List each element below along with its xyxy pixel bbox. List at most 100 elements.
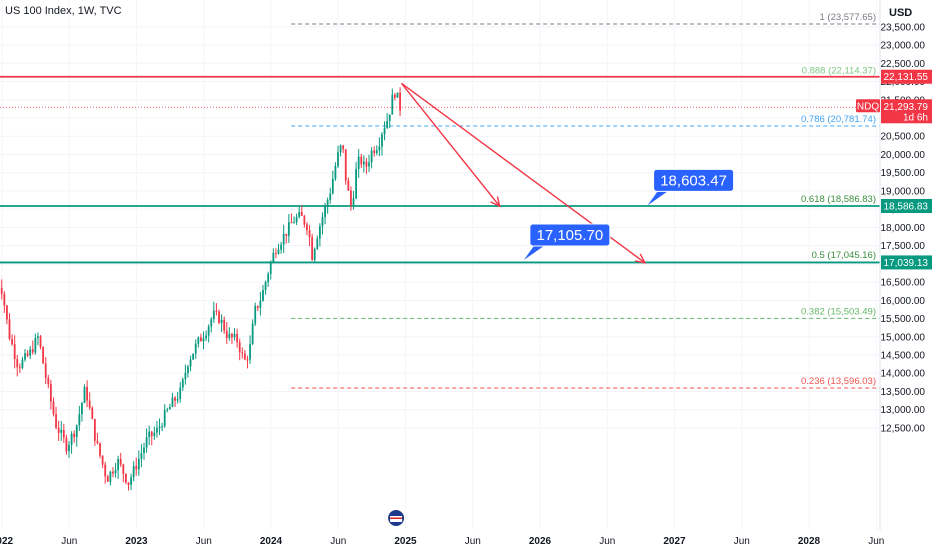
grid bbox=[0, 26, 880, 429]
candle-body bbox=[262, 290, 264, 302]
price-tick-label: 13,000.00 bbox=[881, 405, 926, 416]
event-markers[interactable] bbox=[388, 510, 405, 526]
last-price-label: 21,293.79 bbox=[884, 102, 929, 113]
price-axis-panel[interactable] bbox=[880, 0, 932, 550]
callout-box[interactable] bbox=[653, 168, 735, 192]
candle-body bbox=[47, 377, 50, 385]
candle-body bbox=[140, 453, 143, 459]
candlestick-series bbox=[0, 87, 401, 491]
price-tick-label: 15,000.00 bbox=[881, 332, 926, 343]
candle-body bbox=[383, 128, 386, 135]
price-callouts[interactable]: 18,603.47 17,105.70 bbox=[523, 168, 735, 260]
candle-body bbox=[254, 305, 257, 324]
price-tick-label: 13,500.00 bbox=[881, 387, 926, 398]
candle-body bbox=[298, 211, 301, 218]
candle-body bbox=[326, 199, 329, 207]
fib-level-label: 0.618 (18,586.83) bbox=[801, 194, 876, 205]
candle-body bbox=[179, 387, 182, 400]
trend-arrow-line[interactable] bbox=[400, 82, 501, 207]
candle-body bbox=[344, 149, 347, 181]
price-tick-label: 17,500.00 bbox=[881, 241, 926, 252]
candle-body bbox=[295, 217, 298, 223]
candle-body bbox=[52, 401, 55, 415]
candle-body bbox=[236, 333, 239, 343]
price-tick-label: 22,500.00 bbox=[881, 59, 926, 70]
candle-body bbox=[269, 262, 272, 274]
candle-body bbox=[8, 319, 11, 339]
fib-level-label: 0.888 (22,114.37) bbox=[802, 65, 876, 76]
candle-body bbox=[132, 466, 135, 478]
price-tag-bg bbox=[881, 255, 932, 270]
currency-label[interactable]: USD bbox=[889, 7, 912, 19]
candle-body bbox=[34, 338, 37, 353]
candle-body bbox=[70, 433, 73, 445]
candle-body bbox=[362, 161, 365, 165]
candle-body bbox=[264, 281, 267, 291]
time-tick-label: 2023 bbox=[125, 536, 148, 547]
candle-body bbox=[308, 230, 311, 238]
time-tick-label: 2026 bbox=[529, 536, 552, 547]
currency-button-bg[interactable] bbox=[884, 3, 928, 21]
candle-body bbox=[127, 482, 130, 485]
candle-body bbox=[99, 443, 101, 456]
candle-body bbox=[112, 471, 114, 474]
callout-pointer bbox=[523, 245, 544, 260]
price-tag-bg bbox=[881, 69, 932, 84]
time-axis-panel[interactable] bbox=[0, 530, 880, 550]
candle-body bbox=[316, 238, 319, 249]
candle-body bbox=[381, 134, 383, 147]
candle-body bbox=[78, 414, 81, 426]
fib-level-label: 0.786 (20,781.74) bbox=[801, 114, 876, 125]
candle-body bbox=[280, 244, 282, 250]
candle-body bbox=[313, 248, 316, 261]
candle-body bbox=[347, 180, 350, 191]
candle-body bbox=[83, 386, 86, 403]
price-tick-label: 18,000.00 bbox=[881, 223, 926, 234]
candle-body bbox=[60, 429, 63, 433]
candle-body bbox=[396, 92, 399, 98]
candle-body bbox=[37, 336, 39, 339]
candle-body bbox=[130, 477, 132, 485]
candle-body bbox=[357, 156, 360, 170]
candle-body bbox=[145, 437, 148, 448]
callout-box[interactable] bbox=[529, 223, 611, 247]
candle-body bbox=[200, 337, 202, 342]
candle-body bbox=[282, 233, 285, 245]
callout-pointer bbox=[647, 191, 668, 206]
candle-body bbox=[68, 444, 70, 452]
symbol-title: US 100 Index, 1W, TVC bbox=[5, 5, 122, 17]
horizontal-lines[interactable] bbox=[0, 75, 880, 264]
price-tick-label: 20,000.00 bbox=[881, 150, 926, 161]
candle-body bbox=[311, 237, 314, 261]
candle-body bbox=[218, 311, 220, 323]
candle-body bbox=[212, 310, 215, 320]
candle-body bbox=[241, 352, 244, 354]
candle-body bbox=[171, 397, 174, 407]
price-tick-label: 14,500.00 bbox=[881, 351, 926, 362]
price-axis[interactable]: 12,500.00 13,000.00 13,500.00 14,000.00 14,5… bbox=[881, 22, 926, 434]
symbol-tag-bg bbox=[856, 99, 880, 113]
candle-body bbox=[207, 326, 210, 336]
candle-body bbox=[21, 359, 24, 368]
candle-body bbox=[57, 427, 60, 433]
candle-body bbox=[166, 409, 169, 411]
candle-body bbox=[293, 222, 295, 224]
candle-body bbox=[181, 379, 184, 388]
time-axis[interactable]: 2022 Jun 2023 Jun 2024 Jun 2025 Jun 2026 Jun 2027 J… bbox=[0, 536, 884, 547]
candle-body bbox=[318, 226, 321, 239]
candle-body bbox=[378, 146, 381, 151]
price-tick-label: 16,500.00 bbox=[881, 278, 926, 289]
fib-level-label: 0.236 (13,596.03) bbox=[801, 376, 876, 387]
candle-body bbox=[399, 92, 401, 111]
candle-body bbox=[44, 363, 47, 378]
candle-body bbox=[243, 353, 246, 360]
candle-body bbox=[393, 94, 396, 98]
time-tick-label: Jun bbox=[734, 536, 750, 547]
candle-body bbox=[49, 384, 52, 402]
price-tag-label: 18,586.83 bbox=[884, 201, 929, 212]
candle-body bbox=[187, 366, 189, 373]
candle-body bbox=[39, 336, 42, 348]
candle-body bbox=[205, 335, 207, 339]
flag-stripe-red bbox=[390, 517, 403, 519]
